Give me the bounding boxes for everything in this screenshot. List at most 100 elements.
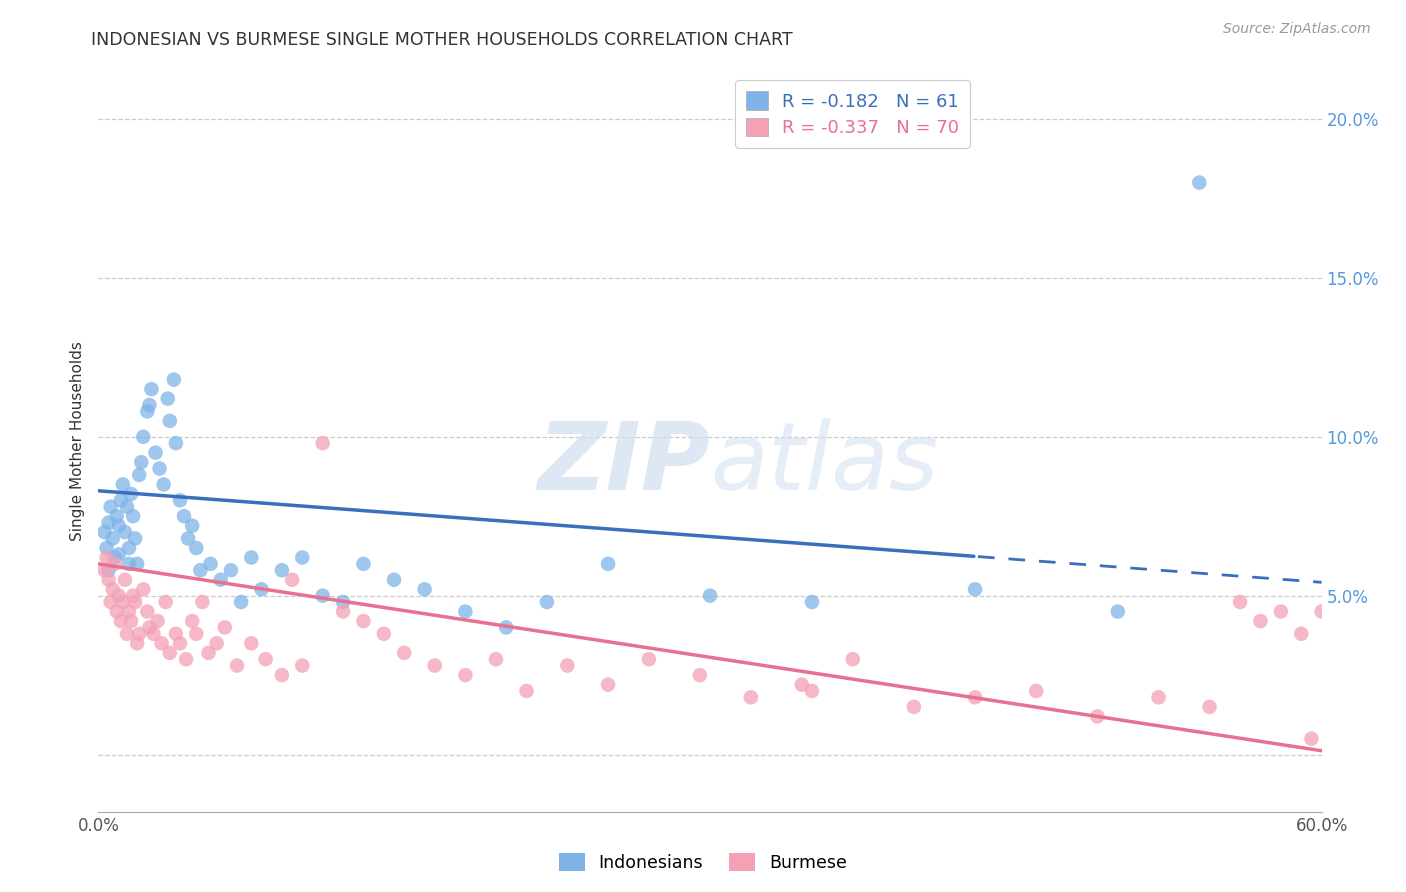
Text: INDONESIAN VS BURMESE SINGLE MOTHER HOUSEHOLDS CORRELATION CHART: INDONESIAN VS BURMESE SINGLE MOTHER HOUS… bbox=[91, 31, 793, 49]
Point bbox=[128, 467, 150, 482]
Point bbox=[270, 668, 294, 682]
Point bbox=[312, 436, 335, 450]
Point bbox=[118, 541, 141, 555]
Point bbox=[129, 455, 152, 469]
Point bbox=[219, 563, 242, 577]
Point bbox=[965, 690, 987, 705]
Point bbox=[598, 678, 620, 692]
Point bbox=[1147, 690, 1170, 705]
Point bbox=[291, 658, 314, 673]
Point bbox=[226, 658, 249, 673]
Point bbox=[141, 382, 163, 396]
Point bbox=[115, 500, 138, 514]
Point bbox=[555, 658, 579, 673]
Point bbox=[146, 614, 169, 628]
Point bbox=[1085, 709, 1108, 723]
Legend: R = -0.182   N = 61, R = -0.337   N = 70: R = -0.182 N = 61, R = -0.337 N = 70 bbox=[735, 80, 970, 148]
Point bbox=[165, 436, 187, 450]
Legend: Indonesians, Burmese: Indonesians, Burmese bbox=[551, 847, 855, 879]
Point bbox=[97, 573, 120, 587]
Point bbox=[1198, 699, 1220, 714]
Point bbox=[114, 525, 136, 540]
Point bbox=[536, 595, 558, 609]
Point bbox=[790, 678, 813, 692]
Point bbox=[118, 605, 141, 619]
Point bbox=[110, 614, 132, 628]
Point bbox=[138, 398, 160, 412]
Point bbox=[115, 627, 138, 641]
Point bbox=[188, 563, 212, 577]
Point bbox=[240, 550, 263, 565]
Point bbox=[209, 573, 232, 587]
Point bbox=[1229, 595, 1251, 609]
Point bbox=[156, 392, 179, 406]
Point bbox=[93, 525, 115, 540]
Point bbox=[111, 477, 134, 491]
Point bbox=[352, 614, 374, 628]
Point bbox=[312, 589, 335, 603]
Point bbox=[1107, 605, 1129, 619]
Point bbox=[801, 684, 824, 698]
Point bbox=[159, 646, 181, 660]
Point bbox=[214, 620, 236, 634]
Point bbox=[93, 563, 115, 577]
Point bbox=[145, 445, 167, 459]
Point bbox=[495, 620, 517, 634]
Point bbox=[200, 557, 222, 571]
Point bbox=[127, 557, 149, 571]
Point bbox=[104, 550, 127, 565]
Point bbox=[138, 620, 160, 634]
Point bbox=[165, 627, 187, 641]
Point bbox=[108, 547, 131, 561]
Point bbox=[152, 477, 174, 491]
Point bbox=[155, 595, 177, 609]
Point bbox=[111, 595, 134, 609]
Point bbox=[423, 658, 446, 673]
Point bbox=[149, 461, 172, 475]
Point bbox=[173, 509, 195, 524]
Point bbox=[96, 550, 118, 565]
Point bbox=[174, 652, 197, 666]
Point bbox=[801, 595, 824, 609]
Text: ZIP: ZIP bbox=[537, 417, 710, 509]
Point bbox=[1025, 684, 1047, 698]
Point bbox=[1310, 605, 1333, 619]
Point bbox=[124, 595, 146, 609]
Point bbox=[903, 699, 925, 714]
Point bbox=[100, 500, 122, 514]
Point bbox=[250, 582, 273, 597]
Point bbox=[120, 487, 142, 501]
Point bbox=[181, 518, 204, 533]
Point bbox=[382, 573, 405, 587]
Point bbox=[120, 614, 142, 628]
Point bbox=[101, 582, 124, 597]
Point bbox=[124, 532, 146, 546]
Point bbox=[254, 652, 277, 666]
Point bbox=[965, 582, 987, 597]
Point bbox=[454, 668, 477, 682]
Point bbox=[191, 595, 214, 609]
Point bbox=[136, 605, 159, 619]
Point bbox=[231, 595, 253, 609]
Point bbox=[186, 627, 208, 641]
Point bbox=[114, 573, 136, 587]
Point bbox=[169, 636, 191, 650]
Point bbox=[637, 652, 661, 666]
Point bbox=[197, 646, 219, 660]
Point bbox=[127, 636, 149, 650]
Point bbox=[159, 414, 181, 428]
Point bbox=[240, 636, 263, 650]
Point bbox=[132, 430, 155, 444]
Point bbox=[1301, 731, 1323, 746]
Point bbox=[352, 557, 374, 571]
Y-axis label: Single Mother Households: Single Mother Households bbox=[70, 342, 86, 541]
Point bbox=[699, 589, 721, 603]
Point bbox=[163, 373, 186, 387]
Point bbox=[413, 582, 436, 597]
Point bbox=[281, 573, 304, 587]
Point bbox=[516, 684, 538, 698]
Point bbox=[689, 668, 711, 682]
Point bbox=[332, 605, 354, 619]
Point bbox=[177, 532, 200, 546]
Text: Source: ZipAtlas.com: Source: ZipAtlas.com bbox=[1223, 22, 1371, 37]
